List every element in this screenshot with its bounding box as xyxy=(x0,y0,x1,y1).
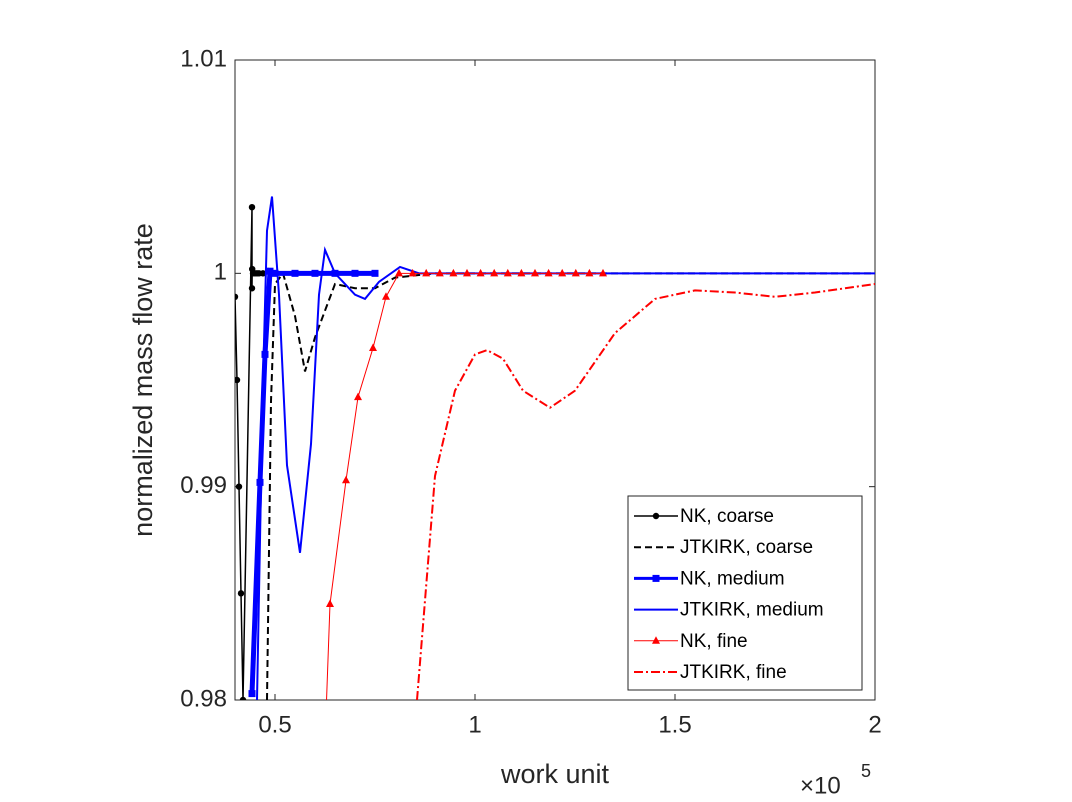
marker xyxy=(449,268,458,277)
x-tick-label: 2 xyxy=(868,711,881,738)
marker xyxy=(503,268,512,277)
marker xyxy=(558,268,567,277)
legend-box xyxy=(627,495,863,691)
marker xyxy=(235,293,239,300)
marker xyxy=(490,268,499,277)
marker xyxy=(321,738,329,746)
marker xyxy=(652,512,660,520)
y-tick-label: 0.98 xyxy=(180,685,227,712)
x-multiplier: ×10 xyxy=(800,772,841,799)
x-exponent: 5 xyxy=(861,761,871,781)
marker xyxy=(463,268,471,277)
marker xyxy=(248,285,256,292)
marker xyxy=(342,475,350,484)
y-tick-label: 1 xyxy=(214,259,227,286)
marker xyxy=(261,350,269,358)
marker xyxy=(652,636,660,644)
marker xyxy=(239,696,247,700)
legend-label: NK, medium xyxy=(680,568,785,589)
marker xyxy=(248,204,256,211)
marker xyxy=(571,268,580,277)
marker xyxy=(259,270,267,277)
legend-label: JTKIRK, fine xyxy=(680,662,787,683)
marker xyxy=(266,267,274,275)
legend-label: NK, fine xyxy=(680,631,748,652)
marker xyxy=(408,268,417,277)
marker xyxy=(382,292,390,300)
legend-label: JTKIRK, coarse xyxy=(680,537,813,558)
marker xyxy=(235,483,243,490)
y-axis-label: normalized mass flow rate xyxy=(128,223,158,537)
marker xyxy=(248,690,256,698)
marker xyxy=(531,268,539,277)
marker xyxy=(422,268,431,277)
marker xyxy=(395,268,403,277)
series-line xyxy=(326,272,603,700)
marker xyxy=(585,268,594,277)
marker xyxy=(291,269,299,277)
marker xyxy=(311,269,319,277)
marker xyxy=(652,574,660,582)
y-tick-label: 1.01 xyxy=(180,45,227,72)
marker xyxy=(544,268,553,277)
x-tick-label: 0.5 xyxy=(258,711,291,738)
marker xyxy=(235,376,241,384)
marker xyxy=(371,269,379,277)
legend-label: JTKIRK, medium xyxy=(680,600,824,621)
marker xyxy=(476,268,485,277)
x-tick-label: 1.5 xyxy=(658,711,691,738)
x-axis-label: work unit xyxy=(500,759,610,789)
marker xyxy=(326,599,334,607)
marker xyxy=(354,392,362,401)
marker xyxy=(369,343,377,351)
x-tick-label: 1 xyxy=(468,711,481,738)
marker xyxy=(256,478,264,486)
series-line xyxy=(256,196,875,700)
marker xyxy=(599,268,607,277)
y-tick-label: 0.99 xyxy=(180,472,227,499)
marker xyxy=(435,268,444,277)
legend-label: NK, coarse xyxy=(680,506,774,527)
marker xyxy=(517,268,526,277)
marker xyxy=(237,590,245,597)
marker xyxy=(271,269,279,277)
marker xyxy=(351,269,359,277)
